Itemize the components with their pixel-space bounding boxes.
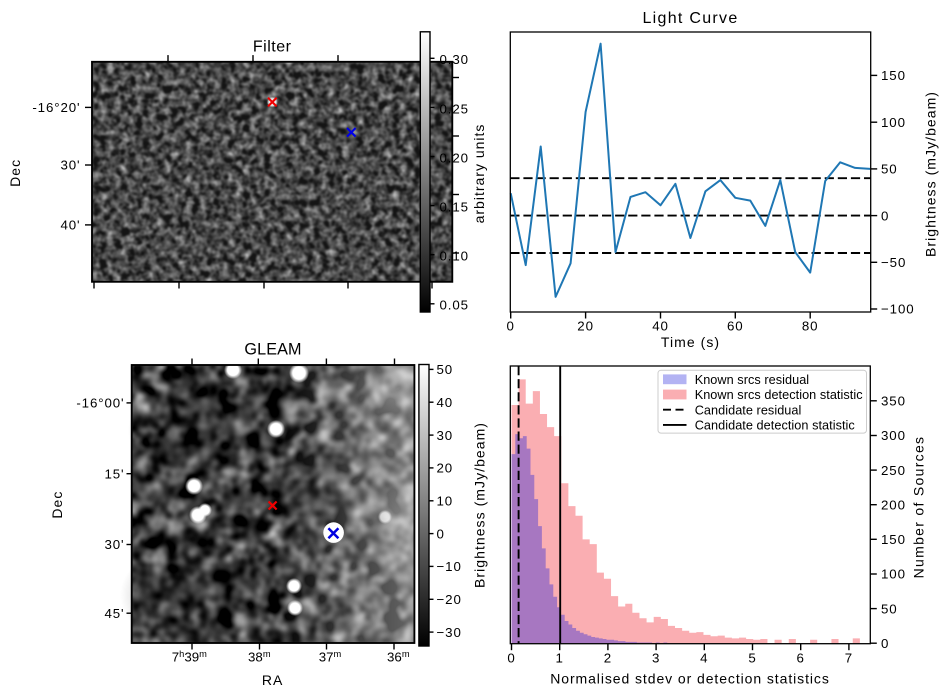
svg-text:0: 0 [881,636,889,651]
svg-text:Time (s): Time (s) [661,334,720,350]
svg-text:40': 40' [60,218,80,233]
svg-text:250: 250 [881,463,906,478]
svg-text:0: 0 [437,526,445,541]
svg-text:45': 45' [104,606,124,621]
svg-text:Dec: Dec [49,491,65,519]
svg-text:15': 15' [104,466,124,481]
svg-text:40: 40 [652,319,669,334]
svg-text:-16°20': -16°20' [32,100,80,115]
svg-text:Brightness (mJy/beam): Brightness (mJy/beam) [923,91,939,257]
svg-text:1: 1 [556,651,564,666]
svg-text:100: 100 [881,567,906,582]
svg-text:GLEAM: GLEAM [244,341,301,359]
svg-text:Light Curve: Light Curve [642,10,738,27]
svg-text:30': 30' [104,537,124,552]
svg-text:Dec: Dec [7,159,23,187]
svg-text:20: 20 [577,319,594,334]
svg-text:RA: RA [262,672,284,688]
svg-text:200: 200 [881,497,906,512]
svg-text:7: 7 [845,651,853,666]
svg-text:3: 3 [652,651,660,666]
svg-text:0: 0 [507,319,515,334]
svg-text:150: 150 [881,68,906,83]
svg-text:−100: −100 [881,302,915,317]
svg-text:0.30: 0.30 [440,52,469,67]
svg-text:0: 0 [507,651,515,666]
svg-text:Brightness (mJy/beam): Brightness (mJy/beam) [472,422,488,588]
svg-text:2: 2 [604,651,612,666]
svg-text:350: 350 [881,394,906,409]
svg-text:10: 10 [437,494,454,509]
svg-text:Candidate residual: Candidate residual [695,403,802,417]
svg-text:0.15: 0.15 [440,200,469,215]
svg-text:30: 30 [437,428,454,443]
svg-text:80: 80 [802,319,819,334]
svg-text:0.25: 0.25 [440,101,469,116]
svg-text:Number of Sources: Number of Sources [910,436,926,579]
svg-text:50: 50 [437,362,454,377]
svg-text:0: 0 [881,208,889,223]
svg-text:50: 50 [881,162,898,177]
svg-text:0.10: 0.10 [440,249,469,264]
svg-text:100: 100 [881,115,906,130]
svg-text:4: 4 [700,651,708,666]
svg-text:Known srcs residual: Known srcs residual [695,373,809,387]
svg-text:0.05: 0.05 [440,298,469,313]
svg-text:20: 20 [437,461,454,476]
svg-text:−20: −20 [437,592,462,607]
svg-text:6: 6 [797,651,805,666]
svg-text:300: 300 [881,428,906,443]
svg-text:Candidate detection statistic: Candidate detection statistic [695,419,856,433]
svg-text:60: 60 [727,319,744,334]
svg-text:−50: −50 [881,255,906,270]
svg-text:-16°00': -16°00' [76,396,124,411]
svg-text:5: 5 [748,651,756,666]
svg-text:−30: −30 [437,625,462,640]
svg-text:Known srcs detection statistic: Known srcs detection statistic [695,388,864,402]
svg-text:Normalised stdev or detection: Normalised stdev or detection statistics [550,671,830,687]
svg-text:arbitrary units: arbitrary units [471,124,487,224]
svg-text:50: 50 [881,601,898,616]
svg-text:−10: −10 [437,559,462,574]
svg-text:150: 150 [881,532,906,547]
svg-text:40: 40 [437,395,454,410]
svg-text:30': 30' [60,158,80,173]
svg-text:Filter: Filter [253,39,292,56]
svg-text:0.20: 0.20 [440,150,469,165]
